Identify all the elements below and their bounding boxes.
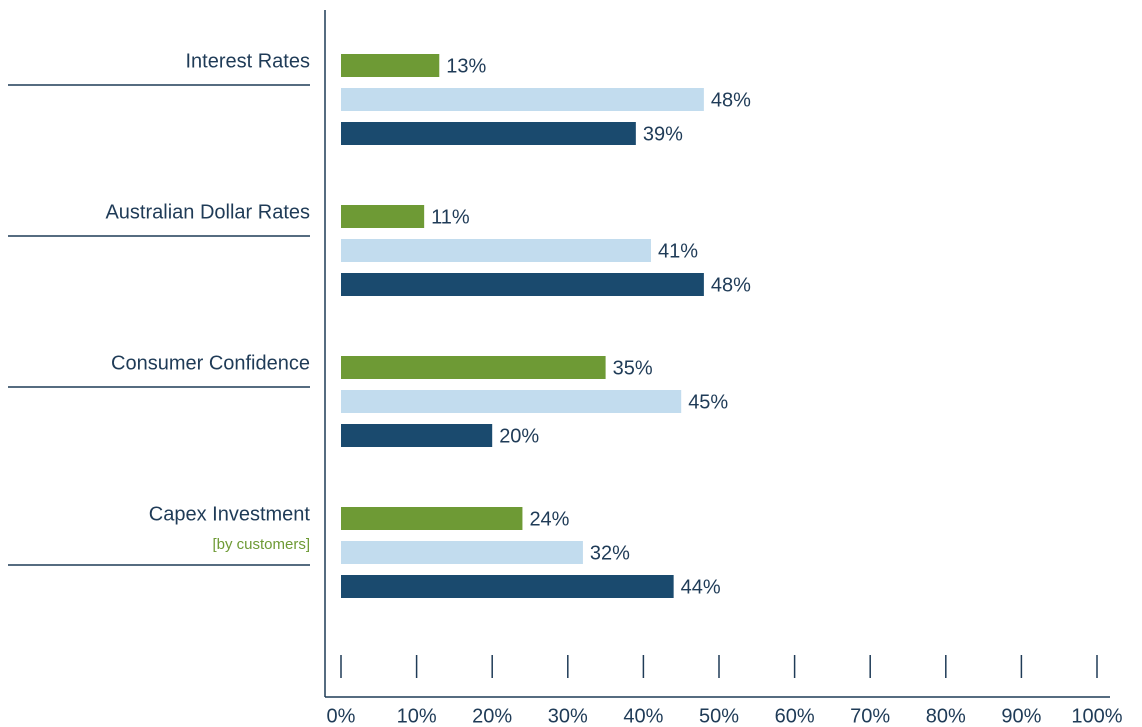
bar: [341, 424, 493, 447]
data-label: 11%: [431, 206, 470, 228]
data-label: 13%: [446, 55, 486, 77]
bar: [341, 88, 704, 111]
x-tick-label: 70%: [850, 705, 890, 727]
data-label: 41%: [658, 240, 698, 262]
bar: [341, 239, 651, 262]
x-tick-label: 80%: [926, 705, 966, 727]
x-tick-label: 20%: [472, 705, 512, 727]
x-tick-label: 10%: [397, 705, 437, 727]
bar: [341, 507, 523, 530]
x-tick-label: 0%: [327, 705, 356, 727]
category-label: Consumer Confidence: [111, 352, 310, 374]
data-label: 20%: [499, 425, 539, 447]
bar: [341, 575, 674, 598]
data-label: 44%: [681, 576, 721, 598]
bar: [341, 54, 440, 77]
data-label: 32%: [590, 542, 630, 564]
bar: [341, 390, 682, 413]
x-tick-label: 30%: [548, 705, 588, 727]
bar: [341, 273, 704, 296]
data-label: 35%: [613, 357, 653, 379]
category-label: Capex Investment: [149, 503, 311, 525]
x-tick-label: 40%: [623, 705, 663, 727]
data-label: 45%: [688, 391, 728, 413]
bar: [341, 122, 636, 145]
x-tick-label: 90%: [1001, 705, 1041, 727]
bar: [341, 205, 425, 228]
bar: [341, 541, 583, 564]
data-label: 48%: [711, 274, 751, 296]
category-label: Interest Rates: [185, 50, 310, 72]
x-tick-label: 100%: [1071, 705, 1122, 727]
data-label: 24%: [529, 508, 569, 530]
data-label: 48%: [711, 89, 751, 111]
category-label: Australian Dollar Rates: [105, 201, 310, 223]
x-tick-label: 60%: [775, 705, 815, 727]
x-tick-label: 50%: [699, 705, 739, 727]
bar: [341, 356, 606, 379]
category-subtitle: [by customers]: [212, 536, 310, 553]
data-label: 39%: [643, 123, 683, 145]
